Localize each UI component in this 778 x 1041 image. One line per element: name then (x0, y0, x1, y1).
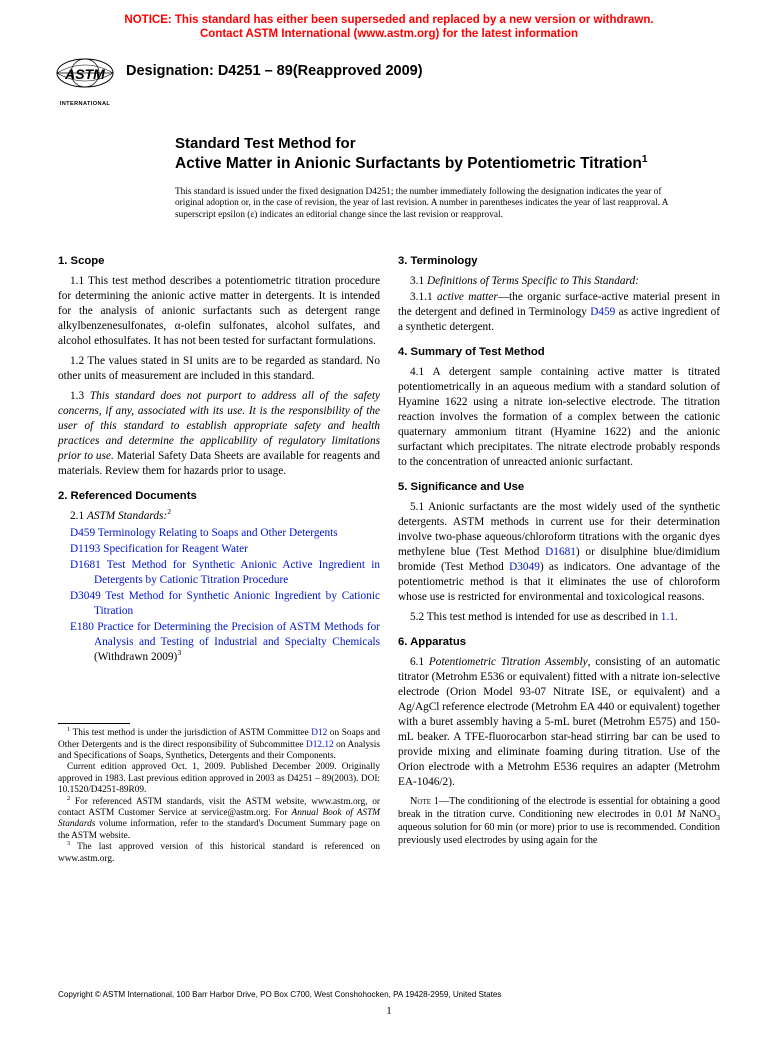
apparatus-heading: 6. Apparatus (398, 635, 720, 650)
designation: Designation: D4251 – 89(Reapproved 2009) (126, 63, 423, 95)
title-footnote-ref: 1 (642, 152, 648, 164)
footnote-3: 3 The last approved version of this hist… (58, 842, 380, 865)
term-3-1-1: 3.1.1 active matter—the organic surface-… (398, 290, 720, 335)
body-columns: 1. Scope 1.1 This test method describes … (0, 222, 778, 865)
sig-5-1: 5.1 Anionic surfactants are the most wid… (398, 500, 720, 605)
ref-link[interactable]: D1193 (70, 543, 100, 555)
footnote-1: 1 This test method is under the jurisdic… (58, 728, 380, 762)
logo-label: INTERNATIONAL (60, 101, 110, 107)
footnote-link[interactable]: D12 (311, 728, 327, 738)
left-column: 1. Scope 1.1 This test method describes … (58, 244, 380, 865)
ref-item: E180 Practice for Determining the Precis… (70, 620, 380, 665)
ref-link[interactable]: D3049 (70, 590, 101, 602)
footnote-separator (58, 723, 130, 724)
header-row: ASTM INTERNATIONAL Designation: D4251 – … (0, 47, 778, 105)
ref-item: D1681 Test Method for Synthetic Anionic … (70, 558, 380, 588)
ref-item: D3049 Test Method for Synthetic Anionic … (70, 589, 380, 619)
ref-item: D1193 Specification for Reagent Water (70, 542, 380, 557)
title-main: Active Matter in Anionic Surfactants by … (175, 154, 685, 173)
scope-heading: 1. Scope (58, 254, 380, 269)
term-link[interactable]: D459 (590, 306, 615, 318)
ref-link[interactable]: D1681 (70, 559, 101, 571)
ref-link[interactable]: D459 (70, 527, 95, 539)
svg-text:ASTM: ASTM (64, 66, 105, 82)
app-6-1: 6.1 Potentiometric Titration Assembly, c… (398, 655, 720, 790)
scope-1-1: 1.1 This test method describes a potenti… (58, 274, 380, 349)
supersession-notice: NOTICE: This standard has either been su… (0, 0, 778, 47)
issuance-note: This standard is issued under the fixed … (175, 187, 670, 222)
designation-prefix: Designation: D4251 – 89 (126, 63, 293, 79)
ref-item: D459 Terminology Relating to Soaps and O… (70, 526, 380, 541)
designation-suffix: (Reapproved 2009) (293, 63, 423, 79)
copyright-line: Copyright © ASTM International, 100 Barr… (58, 990, 501, 999)
term-3-1: 3.1 Definitions of Terms Specific to Thi… (398, 274, 720, 289)
sig-link[interactable]: 1.1 (661, 611, 675, 623)
terminology-heading: 3. Terminology (398, 254, 720, 269)
sig-5-2: 5.2 This test method is intended for use… (398, 610, 720, 625)
page-number: 1 (386, 1005, 392, 1017)
scope-1-3: 1.3 This standard does not purport to ad… (58, 389, 380, 479)
summary-heading: 4. Summary of Test Method (398, 345, 720, 360)
footnote-1b: Current edition approved Oct. 1, 2009. P… (58, 762, 380, 796)
footnote-link[interactable]: D12.12 (306, 740, 334, 750)
notice-line-2: Contact ASTM International (www.astm.org… (200, 28, 578, 40)
title-block: Standard Test Method for Active Matter i… (175, 135, 685, 173)
sig-link[interactable]: D1681 (545, 546, 576, 558)
notice-line-1: NOTICE: This standard has either been su… (124, 14, 653, 26)
refs-intro: 2.1 ASTM Standards:2 (58, 509, 380, 524)
title-super: Standard Test Method for (175, 135, 685, 154)
summary-4-1: 4.1 A detergent sample containing active… (398, 365, 720, 470)
significance-heading: 5. Significance and Use (398, 480, 720, 495)
astm-logo: ASTM INTERNATIONAL (54, 53, 116, 105)
scope-1-2: 1.2 The values stated in SI units are to… (58, 354, 380, 384)
sig-link[interactable]: D3049 (509, 561, 540, 573)
footnote-2: 2 For referenced ASTM standards, visit t… (58, 797, 380, 843)
ref-link[interactable]: E180 (70, 621, 94, 633)
refs-heading: 2. Referenced Documents (58, 489, 380, 504)
app-note-1: Note 1—The conditioning of the electrode… (398, 795, 720, 847)
right-column: 3. Terminology 3.1 Definitions of Terms … (398, 244, 720, 865)
